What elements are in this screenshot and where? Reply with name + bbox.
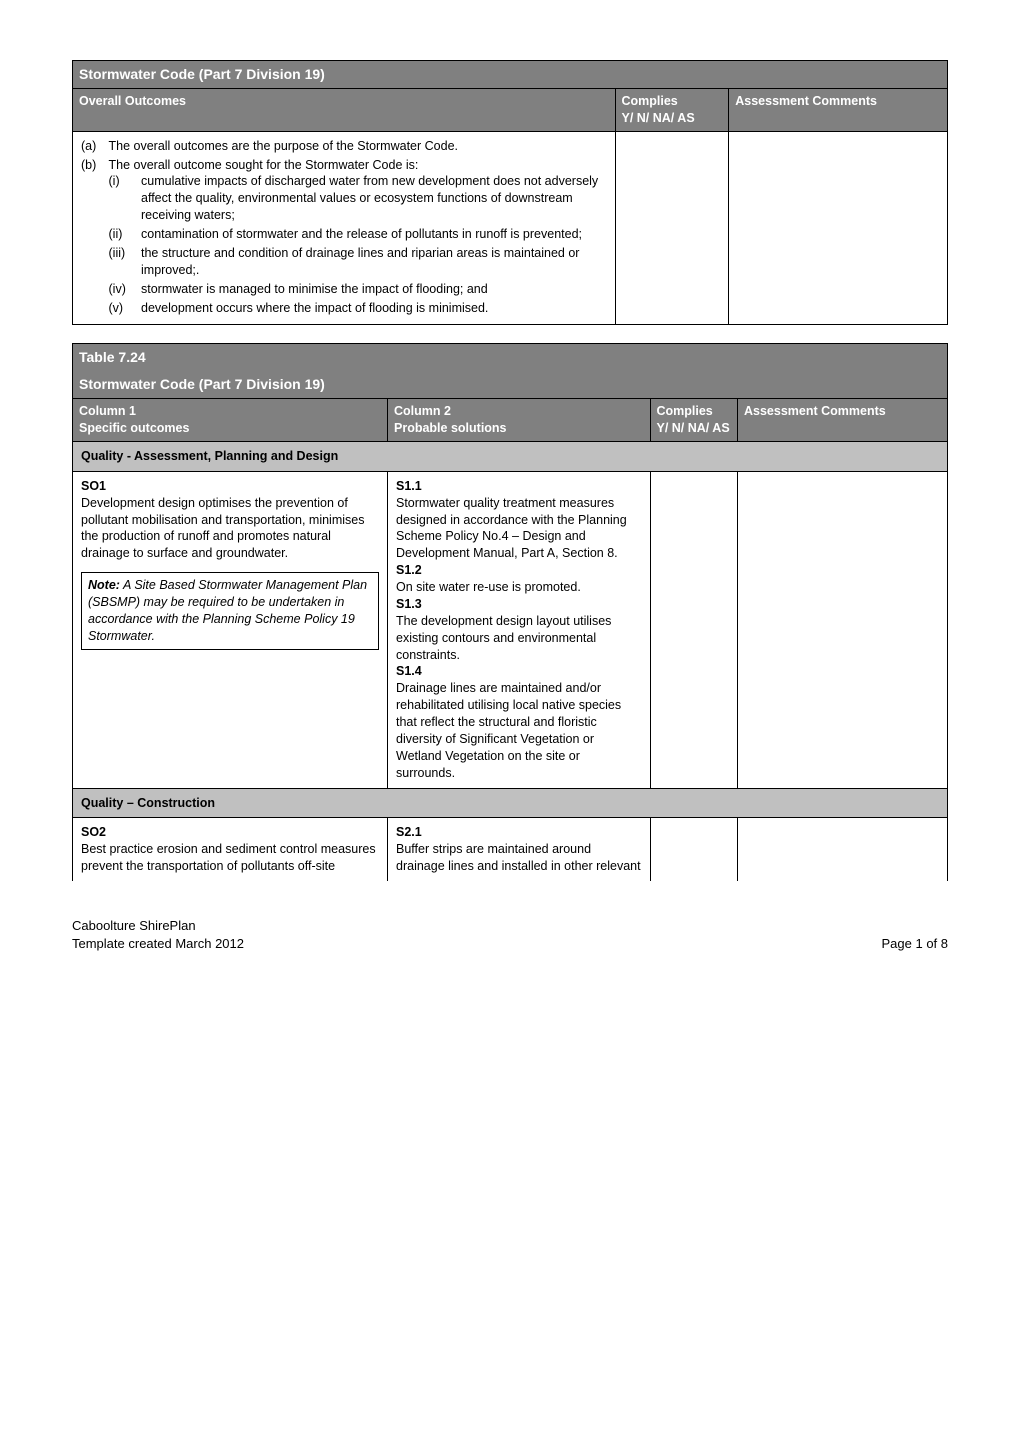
table2-sub-title-row: Stormwater Code (Part 7 Division 19)	[73, 371, 948, 398]
item-b-i: (i) cumulative impacts of discharged wat…	[141, 173, 607, 224]
s2-1-code: S2.1	[396, 824, 642, 841]
table2-top-title: Table 7.24	[73, 344, 948, 371]
section-quality-construction: Quality – Construction	[73, 788, 948, 818]
s1-1-text: Stormwater quality treatment measures de…	[396, 495, 642, 563]
table2-top-title-row: Table 7.24	[73, 344, 948, 371]
col3-sub: Y/ N/ NA/ AS	[657, 421, 730, 435]
complies-cell-1	[615, 131, 729, 325]
table1-title-row: Stormwater Code (Part 7 Division 19)	[73, 61, 948, 89]
so2-complies-cell	[650, 818, 738, 881]
so1-assessment-cell	[738, 471, 948, 788]
col-complies-label: Complies	[622, 94, 678, 108]
col-assessment: Assessment Comments	[729, 88, 948, 131]
section-quality-design: Quality - Assessment, Planning and Desig…	[73, 441, 948, 471]
stormwater-overall-table: Stormwater Code (Part 7 Division 19) Ove…	[72, 60, 948, 325]
assessment-cell-1	[729, 131, 948, 325]
s2-cell: S2.1 Buffer strips are maintained around…	[388, 818, 651, 881]
item-b-iv: (iv) stormwater is managed to minimise t…	[141, 281, 607, 298]
table2-header-row: Column 1 Specific outcomes Column 2 Prob…	[73, 399, 948, 442]
s1-4-code: S1.4	[396, 663, 642, 680]
item-b-i-text: cumulative impacts of discharged water f…	[141, 174, 598, 222]
so2-assessment-cell	[738, 818, 948, 881]
col-complies-sub: Y/ N/ NA/ AS	[622, 111, 695, 125]
footer-left-line1: Caboolture ShirePlan	[72, 917, 244, 935]
section-quality-design-row: Quality - Assessment, Planning and Desig…	[73, 441, 948, 471]
marker-v: (v)	[109, 300, 139, 317]
s1-4-text: Drainage lines are maintained and/or reh…	[396, 680, 642, 781]
col1-header: Column 1 Specific outcomes	[73, 399, 388, 442]
col1-sub: Specific outcomes	[79, 421, 189, 435]
marker-i: (i)	[109, 173, 139, 190]
marker-ii: (ii)	[109, 226, 139, 243]
footer-left: Caboolture ShirePlan Template created Ma…	[72, 917, 244, 952]
footer-right: Page 1 of 8	[882, 935, 949, 953]
so1-code: SO1	[81, 478, 379, 495]
so1-text: Development design optimises the prevent…	[81, 495, 379, 563]
so2-cell: SO2 Best practice erosion and sediment c…	[73, 818, 388, 881]
item-b-ii-text: contamination of stormwater and the rele…	[141, 227, 582, 241]
item-b-iii: (iii) the structure and condition of dra…	[141, 245, 607, 279]
section-quality-construction-row: Quality – Construction	[73, 788, 948, 818]
page-footer: Caboolture ShirePlan Template created Ma…	[72, 917, 948, 952]
so1-note-label: Note:	[88, 578, 120, 592]
item-b-ii: (ii) contamination of stormwater and the…	[141, 226, 607, 243]
table1-body-row: (a) The overall outcomes are the purpose…	[73, 131, 948, 325]
s1-2-code: S1.2	[396, 562, 642, 579]
so1-row: SO1 Development design optimises the pre…	[73, 471, 948, 788]
footer-left-line2: Template created March 2012	[72, 935, 244, 953]
table1-title: Stormwater Code (Part 7 Division 19)	[73, 61, 948, 89]
s1-3-text: The development design layout utilises e…	[396, 613, 642, 664]
marker-b: (b)	[81, 157, 106, 174]
marker-iii: (iii)	[109, 245, 139, 262]
roman-list: (i) cumulative impacts of discharged wat…	[109, 173, 607, 316]
so1-note-box: Note: A Site Based Stormwater Management…	[81, 572, 379, 650]
col-complies: Complies Y/ N/ NA/ AS	[615, 88, 729, 131]
s1-2-text: On site water re-use is promoted.	[396, 579, 642, 596]
table1-header-row: Overall Outcomes Complies Y/ N/ NA/ AS A…	[73, 88, 948, 131]
marker-iv: (iv)	[109, 281, 139, 298]
item-b-iii-text: the structure and condition of drainage …	[141, 246, 579, 277]
so1-cell: SO1 Development design optimises the pre…	[73, 471, 388, 788]
s1-1-code: S1.1	[396, 478, 642, 495]
item-b-v-text: development occurs where the impact of f…	[141, 301, 488, 315]
so2-code: SO2	[81, 824, 379, 841]
col-overall-outcomes: Overall Outcomes	[73, 88, 616, 131]
s2-1-text: Buffer strips are maintained around drai…	[396, 841, 642, 875]
col1-head: Column 1	[79, 404, 136, 418]
col2-sub: Probable solutions	[394, 421, 507, 435]
overall-outcomes-cell: (a) The overall outcomes are the purpose…	[73, 131, 616, 325]
item-b-text: The overall outcome sought for the Storm…	[109, 158, 419, 172]
s1-cell: S1.1 Stormwater quality treatment measur…	[388, 471, 651, 788]
col4-head: Assessment Comments	[744, 404, 886, 418]
table-spacer	[72, 325, 948, 343]
col3-head: Complies	[657, 404, 713, 418]
col2-header: Column 2 Probable solutions	[388, 399, 651, 442]
so2-text: Best practice erosion and sediment contr…	[81, 841, 379, 875]
col2-head: Column 2	[394, 404, 451, 418]
col3-header: Complies Y/ N/ NA/ AS	[650, 399, 738, 442]
so1-complies-cell	[650, 471, 738, 788]
item-b-iv-text: stormwater is managed to minimise the im…	[141, 282, 488, 296]
item-b-v: (v) development occurs where the impact …	[141, 300, 607, 317]
stormwater-specific-table: Table 7.24 Stormwater Code (Part 7 Divis…	[72, 343, 948, 881]
marker-a: (a)	[81, 138, 106, 155]
item-a-text: The overall outcomes are the purpose of …	[109, 139, 459, 153]
item-b: (b) The overall outcome sought for the S…	[109, 157, 607, 317]
col4-header: Assessment Comments	[738, 399, 948, 442]
alpha-list: (a) The overall outcomes are the purpose…	[81, 138, 607, 317]
so2-row: SO2 Best practice erosion and sediment c…	[73, 818, 948, 881]
so1-note-text: A Site Based Stormwater Management Plan …	[88, 578, 367, 643]
item-a: (a) The overall outcomes are the purpose…	[109, 138, 607, 155]
s1-3-code: S1.3	[396, 596, 642, 613]
table2-sub-title: Stormwater Code (Part 7 Division 19)	[73, 371, 948, 398]
